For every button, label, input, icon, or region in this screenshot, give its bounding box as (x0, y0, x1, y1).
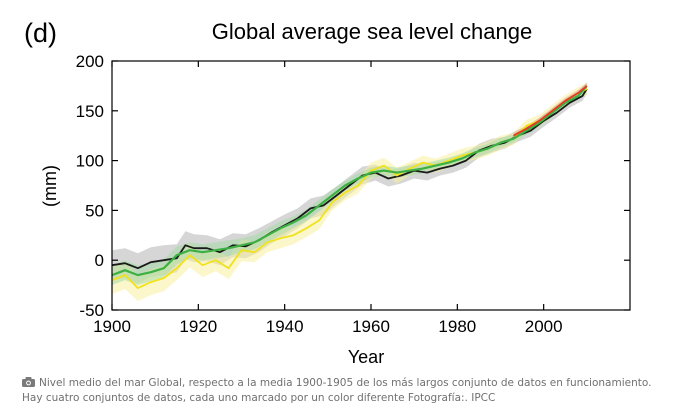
camera-icon (22, 377, 35, 387)
y-axis-label: (mm) (40, 165, 60, 207)
sea-level-chart: (d) Global average sea level change -50 0… (24, 18, 631, 367)
x-tick-label: 1980 (438, 317, 476, 336)
y-tick-label: 50 (85, 201, 104, 220)
chart-title: Global average sea level change (212, 19, 532, 44)
x-tick-label: 1960 (352, 317, 390, 336)
plot-frame (111, 60, 631, 311)
series-3-line (111, 85, 588, 277)
series-4-line (513, 85, 588, 137)
y-tick-label: 0 (95, 251, 104, 270)
panel-label: (d) (24, 18, 57, 48)
y-tick-label: -50 (79, 301, 104, 320)
caption-text: Nivel medio del mar Global, respecto a l… (22, 377, 652, 404)
y-tick-label: 100 (76, 152, 104, 171)
x-tick-label: 1940 (266, 317, 304, 336)
x-axis-label: Year (348, 347, 384, 367)
y-tick-label: 150 (76, 102, 104, 121)
x-tick-label: 1920 (179, 317, 217, 336)
series-2-uncertainty-band (112, 82, 587, 302)
y-tick-label: 200 (76, 52, 104, 71)
figure-caption: Nivel medio del mar Global, respecto a l… (22, 376, 662, 406)
x-tick-label: 1900 (93, 317, 131, 336)
x-tick-label: 2000 (525, 317, 563, 336)
